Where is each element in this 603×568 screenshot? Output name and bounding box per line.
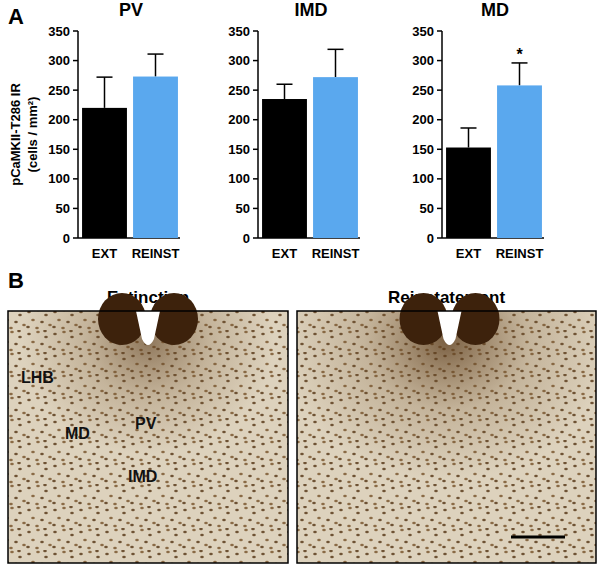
region-label: MD: [65, 425, 90, 442]
error-cap: [328, 49, 344, 51]
marks: [262, 49, 358, 238]
error-bar: [328, 49, 344, 77]
error-bar: [277, 84, 293, 99]
figure: A PV 0 50 100 150 200 250 300 350 EXT REINST pCaMKII…: [0, 0, 603, 568]
panel-label: A: [8, 4, 24, 29]
error-cap: [97, 76, 113, 78]
chart-title: PV: [119, 0, 143, 20]
y-tick-label: 300: [48, 53, 70, 68]
region-label: PV: [135, 415, 157, 432]
y-tick-label: 50: [420, 201, 434, 216]
chart-title: IMD: [295, 0, 328, 20]
bar-chart: IMD 0 50 100 150 200 250 300 350 EXT REINST: [228, 0, 360, 261]
region-label: IMD: [128, 468, 157, 485]
y-tick-label: 0: [243, 231, 250, 246]
ventricle: [438, 311, 462, 345]
marks: [446, 63, 542, 238]
error-stem: [104, 77, 106, 108]
y-tick-label: 50: [236, 201, 250, 216]
y-tick-label: 100: [412, 171, 434, 186]
error-bar: [512, 63, 528, 85]
region-label: LHB: [21, 369, 54, 386]
error-bar: [148, 54, 164, 76]
y-tick-label: 200: [412, 112, 434, 127]
tissue: [297, 311, 596, 563]
marks: [82, 54, 178, 238]
x-tick-label: EXT: [456, 246, 481, 261]
x-tick-label: EXT: [272, 246, 297, 261]
x-tick-label: REINST: [496, 246, 544, 261]
error-stem: [468, 128, 470, 148]
y-tick-label: 0: [63, 231, 70, 246]
y-tick-label: 150: [228, 142, 250, 157]
bar-chart: PV 0 50 100 150 200 250 300 350 EXT REINST pCaMKII-…: [8, 0, 180, 261]
error-stem: [335, 49, 337, 77]
y-tick-label: 250: [412, 83, 434, 98]
y-tick-label: 350: [228, 24, 250, 39]
ventricle: [136, 311, 160, 345]
y-tick-label: 100: [48, 171, 70, 186]
error-bar: [97, 77, 113, 108]
y-tick-label: 300: [228, 53, 250, 68]
bar: [262, 99, 307, 238]
bar: [497, 85, 542, 238]
error-stem: [519, 63, 521, 85]
x-tick-label: REINST: [132, 246, 180, 261]
y-axis: [257, 31, 259, 238]
micrograph: ExtinctionLHBMDPVIMD: [8, 288, 288, 563]
bar: [446, 148, 491, 238]
y-axis-label: (cells / mm²): [25, 97, 40, 173]
y-tick-label: 250: [48, 83, 70, 98]
y-tick-label: 50: [56, 201, 70, 216]
y-tick-label: 350: [412, 24, 434, 39]
annotation: *: [516, 46, 523, 63]
panel-label: B: [8, 268, 24, 293]
error-stem: [155, 54, 157, 76]
scale-bar: [511, 536, 565, 539]
frame: [297, 311, 596, 563]
tissue: [8, 311, 288, 563]
y-tick-label: 0: [427, 231, 434, 246]
stain-shading: [297, 311, 596, 563]
y-tick-label: 100: [228, 171, 250, 186]
y-tick-label: 350: [48, 24, 70, 39]
x-tick-label: REINST: [312, 246, 360, 261]
stain-shading: [8, 311, 288, 563]
frame: [8, 311, 288, 563]
bar: [313, 77, 358, 238]
micrograph: Reinstatement: [297, 288, 596, 563]
y-tick-label: 150: [48, 142, 70, 157]
y-tick-label: 300: [412, 53, 434, 68]
bar-chart: MD 0 50 100 150 200 250 300 350 EXT REINST *: [412, 0, 544, 261]
error-cap: [148, 53, 164, 55]
y-tick-label: 200: [228, 112, 250, 127]
y-axis-label: pCaMKII-T286 IR: [8, 83, 23, 186]
bar: [133, 77, 178, 238]
error-bar: [461, 128, 477, 148]
x-tick-label: EXT: [92, 246, 117, 261]
error-cap: [461, 127, 477, 129]
y-tick-label: 150: [412, 142, 434, 157]
error-cap: [277, 83, 293, 85]
y-tick-label: 200: [48, 112, 70, 127]
y-tick-label: 250: [228, 83, 250, 98]
error-stem: [284, 84, 286, 99]
y-axis: [441, 31, 443, 238]
chart-title: MD: [481, 0, 509, 20]
y-axis: [77, 31, 79, 238]
bar: [82, 108, 127, 238]
